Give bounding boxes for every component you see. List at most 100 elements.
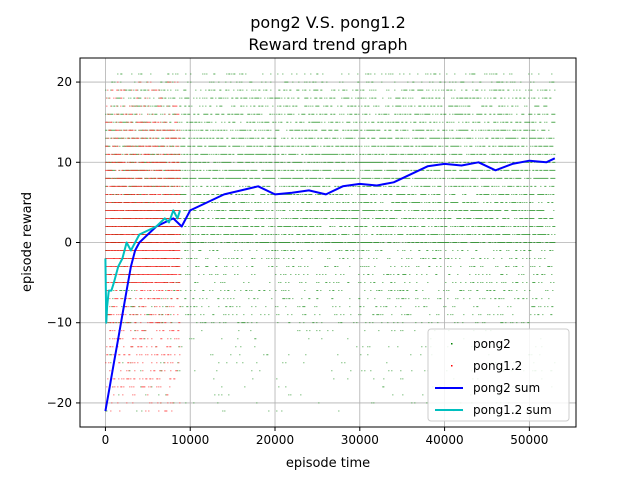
scatter-point (316, 177, 318, 179)
scatter-point (401, 258, 403, 259)
scatter-point (207, 266, 209, 267)
scatter-point (394, 266, 396, 267)
scatter-point (493, 226, 495, 227)
scatter-point (489, 234, 491, 235)
scatter-point (434, 194, 436, 195)
scatter-point (477, 169, 479, 171)
scatter-point (367, 346, 369, 348)
scatter-point (391, 153, 393, 155)
scatter-point (319, 194, 321, 195)
scatter-point (215, 218, 217, 219)
scatter-point (308, 242, 310, 243)
scatter-point (398, 234, 400, 235)
scatter-point (313, 322, 315, 324)
scatter-point (232, 169, 234, 171)
scatter-point (315, 218, 317, 219)
scatter-point (364, 210, 366, 211)
scatter-point (407, 194, 409, 195)
scatter-point (201, 218, 203, 219)
scatter-point (480, 161, 482, 163)
scatter-point (252, 153, 254, 155)
scatter-point (537, 210, 539, 211)
scatter-point (328, 169, 330, 171)
scatter-point (500, 153, 502, 155)
scatter-point (391, 314, 393, 316)
scatter-point (297, 218, 299, 219)
scatter-point (391, 282, 393, 283)
scatter-point (360, 242, 362, 243)
scatter-point (406, 202, 408, 203)
scatter-point (148, 202, 150, 203)
scatter-point (224, 282, 226, 283)
scatter-point (486, 226, 488, 227)
scatter-point (400, 234, 402, 235)
scatter-point (264, 202, 266, 203)
scatter-point (517, 185, 519, 187)
scatter-point (346, 210, 348, 211)
scatter-point (296, 210, 298, 211)
scatter-point (347, 218, 349, 219)
scatter-point (397, 274, 399, 275)
scatter-point (475, 202, 477, 203)
scatter-point (403, 153, 405, 155)
scatter-point (515, 177, 517, 179)
scatter-point (264, 153, 266, 155)
scatter-point (228, 234, 230, 235)
scatter-point (415, 298, 417, 300)
scatter-point (203, 153, 205, 155)
scatter-point (282, 242, 284, 243)
scatter-point (162, 314, 164, 316)
scatter-point (240, 290, 242, 291)
scatter-point (227, 185, 229, 187)
scatter-point (251, 177, 253, 179)
scatter-point (475, 250, 477, 251)
scatter-point (295, 161, 297, 163)
scatter-point (501, 202, 503, 203)
scatter-point (194, 290, 196, 291)
scatter-point (416, 282, 418, 283)
scatter-point (529, 250, 531, 251)
scatter-point (366, 185, 368, 187)
scatter-point (223, 314, 225, 316)
scatter-point (289, 210, 291, 211)
scatter-point (455, 258, 457, 259)
scatter-point (237, 218, 239, 219)
scatter-point (256, 210, 258, 211)
scatter-point (238, 322, 240, 324)
scatter-point (198, 194, 200, 195)
scatter-point (220, 218, 222, 219)
scatter-point (344, 242, 346, 243)
scatter-point (516, 250, 518, 251)
scatter-point (192, 145, 194, 147)
scatter-point (366, 177, 368, 179)
scatter-point (479, 218, 481, 219)
scatter-point (416, 185, 418, 187)
scatter-point (328, 250, 330, 251)
scatter-point (554, 177, 556, 179)
scatter-point (291, 169, 293, 171)
scatter-point (314, 218, 316, 219)
scatter-point (540, 194, 542, 195)
scatter-point (203, 194, 205, 195)
scatter-point (459, 210, 461, 211)
scatter-point (478, 274, 480, 275)
scatter-point (291, 145, 293, 147)
scatter-point (552, 306, 554, 308)
scatter-point (548, 298, 550, 300)
scatter-point (393, 153, 395, 155)
scatter-point (276, 258, 278, 259)
scatter-point (325, 218, 327, 219)
scatter-point (517, 169, 519, 171)
scatter-point (279, 242, 281, 243)
scatter-point (251, 202, 253, 203)
scatter-point (122, 153, 124, 155)
scatter-point (547, 242, 549, 243)
scatter-point (191, 242, 193, 243)
scatter-point (308, 169, 310, 171)
scatter-point (278, 234, 280, 235)
scatter-point (477, 306, 479, 308)
scatter-point (238, 218, 240, 219)
scatter-point (284, 298, 286, 300)
scatter-point (292, 145, 294, 147)
scatter-point (340, 274, 342, 275)
